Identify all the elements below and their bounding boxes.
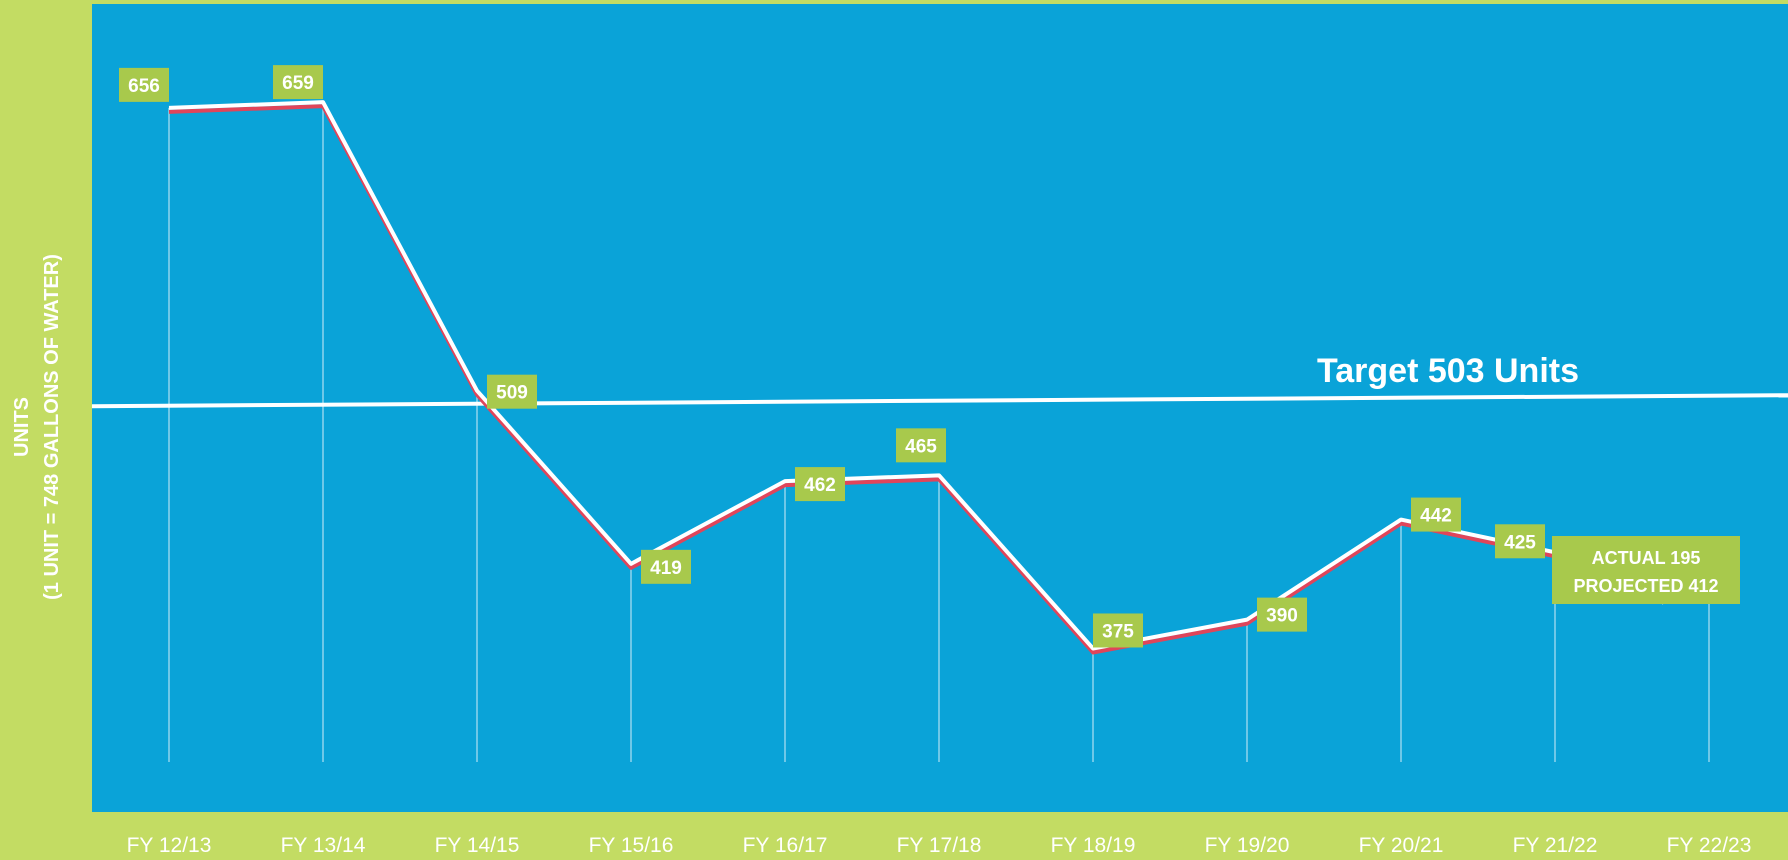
data-label: 419 xyxy=(650,558,682,579)
y-axis-label: UNITS (1 UNIT = 748 GALLONS OF WATER) xyxy=(11,254,63,600)
x-tick-label: FY 16/17 xyxy=(743,834,828,857)
target-line xyxy=(91,393,1788,409)
y-axis-label-line1: UNITS xyxy=(11,397,33,457)
data-label-box xyxy=(1495,524,1545,559)
data-label-box xyxy=(119,67,169,102)
data-label: 425 xyxy=(1504,532,1536,553)
annotation-projected: PROJECTED 412 xyxy=(1573,576,1718,596)
data-label-box xyxy=(273,65,323,100)
data-label: 390 xyxy=(1266,606,1298,627)
data-label: 656 xyxy=(128,76,160,97)
annotation-actual: ACTUAL 195 xyxy=(1592,548,1701,568)
x-tick-label: FY 15/16 xyxy=(589,834,674,857)
x-tick-label: FY 22/23 xyxy=(1667,834,1752,857)
data-label-box xyxy=(1257,597,1307,632)
x-axis-ticks: FY 12/13 FY 13/14 FY 14/15 FY 15/16 FY 16/17… xyxy=(127,834,1752,857)
x-tick-label: FY 18/19 xyxy=(1051,834,1136,857)
annotation-callout: ACTUAL 195 PROJECTED 412 xyxy=(1552,536,1740,605)
data-label: 465 xyxy=(905,436,937,457)
data-label-box xyxy=(1093,613,1143,648)
target-group: Target 503 Units xyxy=(91,352,1788,409)
data-label: 659 xyxy=(282,73,314,94)
target-label: Target 503 Units xyxy=(1317,352,1579,390)
x-tick-label: FY 21/22 xyxy=(1513,834,1598,857)
plot-area xyxy=(92,4,1788,812)
data-label-box xyxy=(896,428,946,463)
data-label: 375 xyxy=(1102,621,1134,642)
drop-lines xyxy=(168,102,1710,762)
data-label: 462 xyxy=(804,475,836,496)
data-labels: 656 659 509 419 462 465 375 390 442 425 xyxy=(119,65,1545,648)
x-tick-label: FY 12/13 xyxy=(127,834,212,857)
x-tick-label: FY 17/18 xyxy=(897,834,982,857)
data-label-box xyxy=(1411,497,1461,532)
x-tick-label: FY 19/20 xyxy=(1205,834,1290,857)
data-label-box xyxy=(641,549,691,584)
data-label-box xyxy=(487,374,537,409)
x-tick-label: FY 14/15 xyxy=(435,834,520,857)
data-label: 509 xyxy=(496,383,528,404)
data-label-box xyxy=(795,467,845,502)
x-tick-label: FY 13/14 xyxy=(281,834,366,857)
data-label: 442 xyxy=(1420,506,1452,527)
y-axis-label-line2: (1 UNIT = 748 GALLONS OF WATER) xyxy=(41,254,63,600)
x-tick-label: FY 20/21 xyxy=(1359,834,1444,857)
annotation-box xyxy=(1552,536,1740,604)
